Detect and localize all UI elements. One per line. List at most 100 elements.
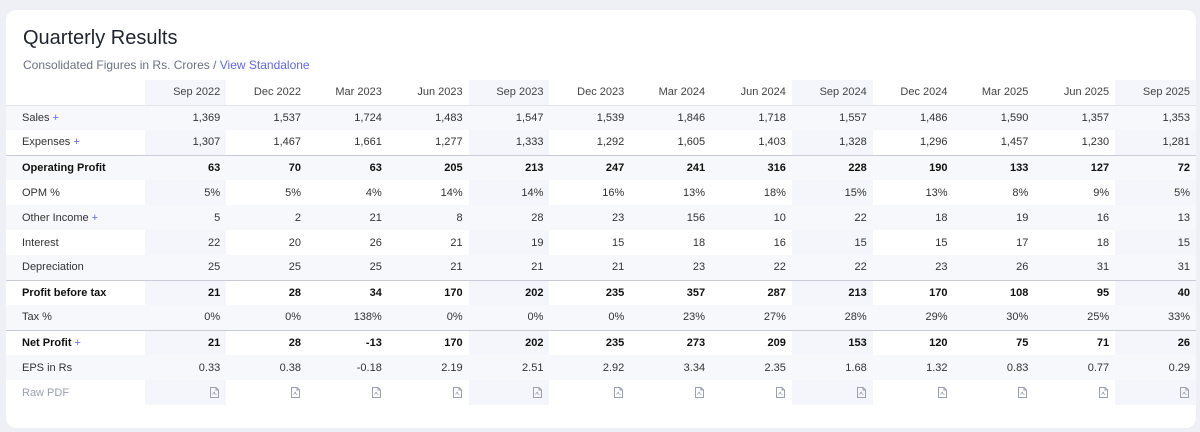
table-row: Tax % 0% 0% 138% 0% 0% 0% 23% 27% 28% 29% 30% 25% 33%	[6, 305, 1196, 330]
value-cell: 170	[387, 329, 469, 355]
column-header: Sep 2023	[468, 80, 550, 106]
row-label[interactable]: Other Income +	[6, 205, 146, 230]
table-row[interactable]: Net Profit +21 28 -13 170 202 235 273 209 153 120 7…	[6, 329, 1196, 355]
value-cell: 2.51	[468, 355, 550, 380]
value-cell: 31	[1115, 255, 1196, 280]
value-cell: 1,357	[1034, 105, 1116, 130]
value-cell: 21	[468, 255, 550, 280]
value-cell: 18	[692, 236, 706, 249]
raw-pdf-cell	[226, 380, 307, 405]
value-cell: 16	[1034, 205, 1116, 230]
column-header: Jun 2024	[711, 80, 792, 106]
table-row[interactable]: Sales +1,369 1,537 1,724 1,483 1,547 1,539 1,84…	[6, 105, 1196, 130]
value-cell: 1,557	[791, 105, 873, 130]
value-cell: 1,307	[145, 130, 227, 155]
value-cell: 8%	[1012, 186, 1029, 199]
expand-plus-icon[interactable]: +	[73, 136, 80, 149]
pdf-file-icon[interactable]	[533, 387, 543, 399]
value-cell: 8	[387, 205, 469, 230]
value-cell: 18%	[763, 186, 786, 199]
row-label-text: Operating Profit	[22, 161, 106, 174]
value-cell: 22	[711, 255, 792, 280]
view-standalone-link[interactable]: View Standalone	[219, 58, 310, 72]
value-cell: 13%	[683, 186, 706, 199]
row-label-text: Tax %	[22, 311, 52, 324]
value-cell: 19	[468, 230, 550, 255]
pdf-file-icon[interactable]	[210, 387, 220, 399]
raw-pdf-label: Raw PDF	[22, 386, 70, 399]
value-cell: 75	[953, 329, 1035, 355]
value-cell: 21	[145, 279, 227, 305]
row-label-text: Sales	[22, 111, 50, 124]
value-cell: 63	[307, 154, 388, 180]
value-cell: 1,537	[226, 105, 308, 130]
value-cell: 202	[468, 329, 550, 355]
row-label[interactable]: Net Profit +	[6, 329, 146, 355]
pdf-file-icon[interactable]	[1099, 387, 1109, 399]
value-cell: 23%	[630, 305, 712, 330]
value-cell: 1,281	[1115, 130, 1196, 155]
column-header: Dec 2023	[549, 80, 631, 106]
value-cell: 247	[549, 154, 631, 180]
row-label: Tax %	[6, 305, 146, 330]
pdf-file-icon[interactable]	[1180, 387, 1189, 399]
value-cell: 30%	[953, 305, 1035, 330]
expand-plus-icon[interactable]: +	[91, 211, 99, 224]
column-header: Dec 2024	[872, 80, 954, 106]
value-cell: 9%	[1093, 186, 1110, 199]
pdf-file-icon[interactable]	[371, 387, 381, 399]
value-cell: 1,277	[435, 136, 463, 149]
value-cell: 21	[450, 236, 463, 249]
expand-plus-icon[interactable]: +	[74, 336, 81, 349]
value-cell: 316	[711, 154, 792, 180]
section-subtitle: Consolidated Figures in Rs. Crores / Vie…	[23, 58, 310, 72]
value-cell: 287	[711, 279, 792, 305]
value-cell: 21	[549, 255, 631, 280]
pdf-file-icon[interactable]	[856, 387, 866, 399]
table-row: Interest 22 20 26 21 19 15 18 16 15 15 17 18 15	[6, 230, 1196, 255]
value-cell: 0.83	[953, 355, 1035, 380]
section-title: Quarterly Results	[23, 27, 178, 49]
value-cell: 205	[387, 154, 469, 180]
pdf-file-icon[interactable]	[695, 387, 705, 399]
value-cell: 235	[549, 329, 631, 355]
value-cell: 1,292	[596, 136, 625, 149]
value-cell: 0%	[145, 305, 227, 330]
table-row: EPS in Rs 0.33 0.38 -0.18 2.19 2.51 2.92 3.34 2.…	[6, 355, 1196, 380]
value-cell: 1,230	[1081, 136, 1110, 149]
row-label[interactable]: Sales +	[6, 105, 146, 130]
pdf-file-icon[interactable]	[1018, 387, 1028, 399]
pdf-file-icon[interactable]	[452, 387, 462, 399]
value-cell: 21	[307, 205, 388, 230]
value-cell: 17	[1016, 236, 1029, 249]
value-cell: 2.92	[549, 355, 631, 380]
raw-pdf-cell	[1115, 380, 1196, 405]
table-row[interactable]: Expenses +1,307 1,467 1,661 1,277 1,333 1,292 1…	[6, 130, 1196, 155]
raw-pdf-cell	[145, 380, 227, 405]
column-header: Sep 2024	[791, 80, 873, 106]
pdf-file-icon[interactable]	[937, 387, 947, 399]
pdf-file-icon[interactable]	[775, 387, 785, 399]
value-cell: 13	[1115, 205, 1196, 230]
expand-plus-icon[interactable]: +	[52, 111, 59, 124]
value-cell: 1,846	[630, 105, 712, 130]
table-row[interactable]: Other Income +5 2 21 8 28 23 156 10 22 18 19 16 13	[6, 205, 1196, 230]
value-cell: 15%	[791, 180, 873, 205]
pdf-file-icon[interactable]	[614, 387, 624, 399]
column-header: Sep 2025	[1115, 80, 1196, 106]
value-cell: 95	[1034, 279, 1116, 305]
column-header: Mar 2023	[307, 80, 388, 106]
table-header-row: Sep 2022 Dec 2022 Mar 2023 Jun 2023 Sep 2023…	[6, 80, 1196, 106]
value-cell: 1.68	[791, 355, 873, 380]
value-cell: 28	[226, 279, 308, 305]
row-label[interactable]: Expenses +	[6, 130, 145, 155]
value-cell: 25	[307, 255, 388, 280]
value-cell: 72	[1115, 154, 1196, 180]
value-cell: 25	[226, 255, 308, 280]
value-cell: 2.35	[711, 355, 792, 380]
column-header: Jun 2025	[1034, 80, 1116, 106]
value-cell: 1,403	[758, 136, 786, 149]
value-cell: 228	[791, 154, 873, 180]
pdf-file-icon[interactable]	[291, 387, 301, 399]
value-cell: 213	[468, 154, 550, 180]
